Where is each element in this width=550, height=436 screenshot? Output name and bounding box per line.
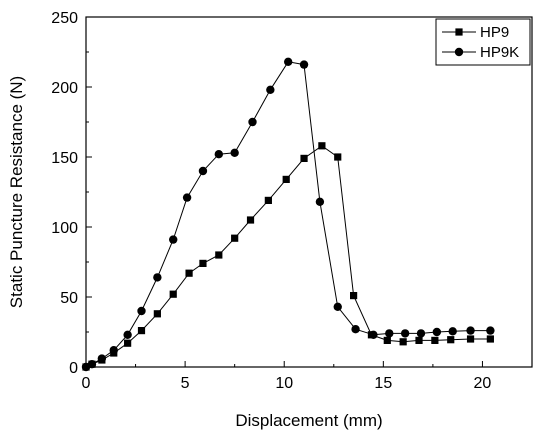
y-tick-label: 50	[60, 290, 78, 307]
y-axis: 0 50 100 150 200 250	[51, 10, 92, 377]
x-tick-label: 0	[82, 375, 91, 392]
data-point-hp9	[334, 153, 342, 161]
series-line-hp9k	[85, 61, 491, 368]
data-point-hp9k	[169, 235, 178, 244]
data-point-hp9k	[214, 150, 224, 159]
data-point-hp9	[124, 339, 132, 347]
data-point-hp9k	[385, 329, 394, 338]
data-point-hp9k	[283, 57, 293, 66]
x-axis-title: Displacement (mm)	[235, 411, 382, 430]
data-point-hp9	[431, 336, 439, 344]
data-point-hp9k	[266, 85, 275, 95]
legend-label-hp9: HP9	[480, 24, 509, 41]
data-point-hp9	[231, 234, 239, 242]
data-point-hp9k	[299, 60, 309, 69]
data-point-hp9k	[248, 117, 257, 127]
legend-marker-hp9k	[454, 47, 464, 57]
data-point-hp9k	[416, 329, 426, 338]
data-point-hp9k	[182, 193, 192, 202]
data-point-hp9k	[400, 329, 410, 338]
y-axis-title: Static Puncture Resistance (N)	[7, 76, 26, 308]
data-point-hp9k	[351, 325, 360, 334]
data-point-hp9	[199, 259, 207, 267]
data-point-hp9	[399, 338, 407, 346]
data-point-hp9k	[198, 166, 208, 176]
legend-label-hp9k: HP9K	[480, 44, 519, 61]
data-point-hp9	[246, 216, 255, 224]
x-tick-label: 20	[474, 375, 492, 392]
data-point-hp9k	[97, 354, 107, 363]
series-hp9k	[81, 57, 495, 372]
data-point-hp9	[415, 336, 423, 344]
data-point-hp9	[215, 251, 223, 259]
x-tick-label: 10	[275, 375, 293, 392]
data-point-hp9	[264, 196, 272, 204]
y-tick-label: 150	[51, 150, 78, 167]
data-point-hp9k	[432, 327, 442, 337]
y-tick-label: 250	[51, 10, 78, 27]
data-point-hp9k	[123, 330, 132, 339]
x-tick-label: 15	[374, 375, 392, 392]
x-axis: 0 5 10 15 20	[82, 361, 492, 392]
legend: HP9 HP9K	[435, 18, 531, 66]
data-point-hp9k	[486, 326, 495, 335]
data-point-hp9k	[333, 302, 342, 311]
data-point-hp9k	[369, 330, 378, 339]
data-point-hp9	[137, 327, 146, 335]
x-tick-label: 5	[181, 375, 190, 392]
data-point-hp9k	[448, 327, 457, 336]
legend-box	[435, 18, 531, 66]
data-point-hp9	[185, 269, 193, 277]
data-point-hp9k	[87, 360, 97, 369]
y-tick-label: 100	[51, 220, 78, 237]
data-point-hp9	[383, 336, 391, 344]
data-point-hp9	[169, 290, 177, 298]
data-point-hp9	[447, 336, 455, 344]
plot-frame	[85, 16, 533, 368]
y-tick-label: 0	[69, 360, 78, 377]
data-point-hp9k	[466, 326, 475, 335]
data-point-hp9	[282, 175, 290, 183]
data-point-hp9	[300, 154, 308, 162]
data-point-hp9k	[153, 273, 162, 282]
data-point-hp9k	[109, 346, 118, 355]
data-point-hp9k	[137, 306, 146, 316]
data-point-hp9	[466, 335, 475, 343]
data-point-hp9k	[230, 148, 239, 157]
series-layer	[81, 57, 495, 372]
data-point-hp9k	[315, 197, 325, 206]
legend-marker-hp9	[455, 28, 463, 36]
data-point-hp9	[153, 310, 161, 318]
data-point-hp9	[486, 335, 494, 343]
y-tick-label: 200	[51, 80, 78, 97]
series-hp9	[82, 142, 494, 371]
data-point-hp9	[350, 292, 358, 300]
data-point-hp9	[318, 142, 326, 150]
